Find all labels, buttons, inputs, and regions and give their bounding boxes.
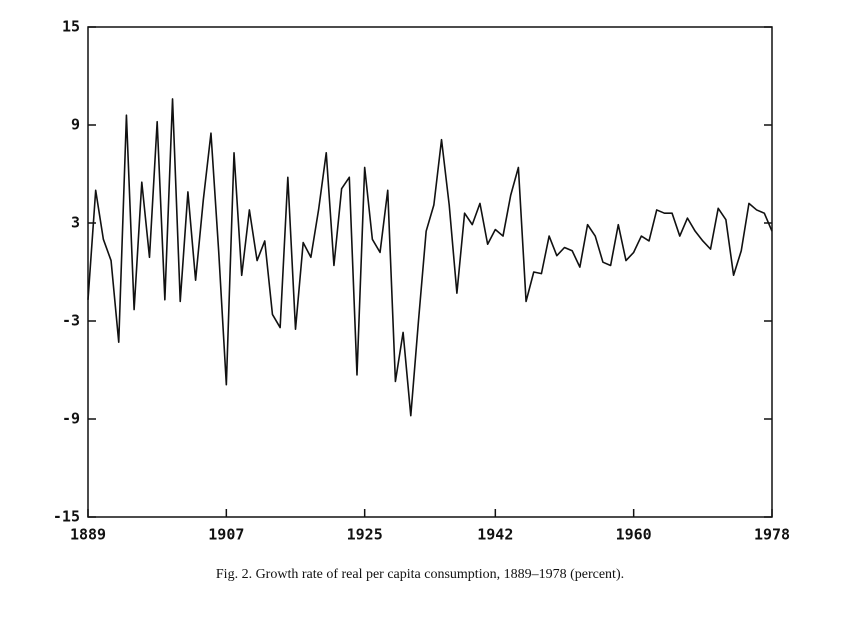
x-tick-label: 1978 (754, 526, 790, 544)
y-tick-label: -3 (62, 312, 80, 330)
x-tick-label: 1960 (616, 526, 652, 544)
x-tick-label: 1925 (347, 526, 383, 544)
x-tick-label: 1889 (70, 526, 106, 544)
y-tick-label: 9 (71, 116, 80, 134)
x-tick-label: 1907 (208, 526, 244, 544)
y-tick-label: -9 (62, 410, 80, 428)
x-tick-label: 1942 (477, 526, 513, 544)
y-tick-label: 3 (71, 214, 80, 232)
y-tick-label: 15 (62, 18, 80, 36)
caption: Fig. 2. Growth rate of real per capita c… (216, 567, 624, 582)
y-tick-label: -15 (53, 508, 80, 526)
plot-frame (87, 26, 773, 518)
line-series (87, 98, 773, 417)
